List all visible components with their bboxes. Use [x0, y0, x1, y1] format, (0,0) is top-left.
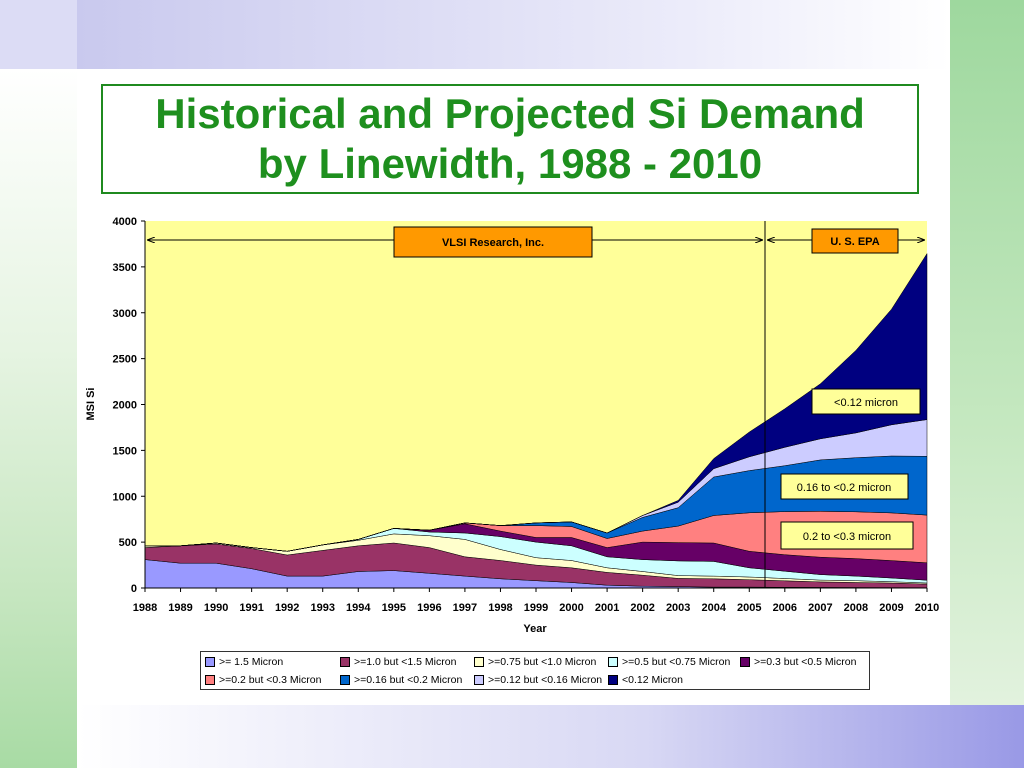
vlsi-source-box	[393, 226, 593, 258]
x-tick-label: 1998	[488, 602, 512, 614]
x-tick-label: 1988	[133, 602, 157, 614]
bottom-band	[77, 705, 1024, 768]
legend-label: >=1.0 but <1.5 Micron	[354, 656, 457, 668]
y-tick-label: 1500	[113, 445, 137, 457]
slide-title-line1: Historical and Projected Si Demand	[155, 90, 865, 137]
area-series-8	[145, 252, 928, 552]
legend-item: >=1.0 but <1.5 Micron	[340, 655, 456, 669]
x-tick-label: 1990	[204, 602, 228, 614]
top-band-accent	[77, 0, 950, 69]
x-tick-label: 2006	[773, 602, 797, 614]
y-tick-label: 3000	[113, 308, 137, 320]
left-stripe	[0, 69, 77, 768]
legend-item: <0.12 Micron	[608, 673, 683, 687]
legend-item: >=0.2 but <0.3 Micron	[205, 673, 321, 687]
y-tick-label: 2500	[113, 354, 137, 366]
legend-label: >=0.2 but <0.3 Micron	[219, 674, 322, 686]
right-stripe	[950, 0, 1024, 705]
label-box-016-02	[780, 473, 909, 500]
x-tick-label: 2005	[737, 602, 761, 614]
epa-source-box	[811, 228, 899, 254]
chart-legend: >= 1.5 Micron >=1.0 but <1.5 Micron >=0.75…	[200, 651, 870, 690]
x-tick-label: 1999	[524, 602, 548, 614]
y-tick-label: 4000	[113, 216, 137, 228]
legend-swatch	[608, 675, 618, 685]
legend-item: >= 1.5 Micron	[205, 655, 283, 669]
x-tick-label: 1996	[417, 602, 441, 614]
x-tick-label: 2008	[844, 602, 868, 614]
y-tick-label: 1000	[113, 491, 137, 503]
y-axis-title: MSI Si	[85, 387, 97, 420]
legend-item: >=0.3 but <0.5 Micron	[740, 655, 856, 669]
legend-swatch	[474, 675, 484, 685]
x-tick-label: 1994	[346, 602, 371, 614]
label-02-03: 0.2 to <0.3 micron	[803, 531, 891, 543]
legend-label: >=0.16 but <0.2 Micron	[354, 674, 463, 686]
legend-label: >= 1.5 Micron	[219, 656, 284, 668]
legend-swatch	[205, 657, 215, 667]
y-ticks: 0 500 1000 1500 2000 2500 3000 3500 4000	[113, 216, 145, 595]
x-tick-label: 1997	[453, 602, 477, 614]
label-016-02: 0.16 to <0.2 micron	[797, 482, 891, 494]
legend-item: >=0.75 but <1.0 Micron	[474, 655, 596, 669]
vlsi-source-label: VLSI Research, Inc.	[442, 237, 544, 249]
y-tick-label: 2000	[113, 400, 137, 412]
x-tick-label: 2010	[915, 602, 939, 614]
legend-swatch	[205, 675, 215, 685]
x-tick-label: 1992	[275, 602, 299, 614]
x-tick-label: 2004	[701, 602, 726, 614]
label-box-lt012	[811, 388, 921, 415]
area-series-group	[144, 252, 928, 589]
x-tick-label: 2002	[630, 602, 654, 614]
x-tick-label: 1993	[310, 602, 334, 614]
x-tick-label: 1989	[168, 602, 192, 614]
x-tick-label: 2001	[595, 602, 619, 614]
y-tick-label: 0	[131, 583, 137, 595]
top-left-block	[0, 0, 77, 69]
legend-label: >=0.3 but <0.5 Micron	[754, 656, 857, 668]
x-tick-label: 2003	[666, 602, 690, 614]
y-tick-label: 3500	[113, 262, 137, 274]
slide-title-box: Historical and Projected Si Demand by Li…	[101, 84, 919, 194]
x-tick-label: 1995	[382, 602, 406, 614]
legend-label: >=0.5 but <0.75 Micron	[622, 656, 731, 668]
legend-swatch	[340, 675, 350, 685]
legend-item: >=0.5 but <0.75 Micron	[608, 655, 730, 669]
epa-source-label: U. S. EPA	[830, 236, 879, 248]
legend-item: >=0.16 but <0.2 Micron	[340, 673, 462, 687]
x-axis-title: Year	[523, 623, 547, 635]
legend-label: >=0.75 but <1.0 Micron	[488, 656, 597, 668]
x-ticks: 1988 1989 1990 1991 1992 1993 1994 1995 1996 1997…	[133, 588, 939, 614]
legend-swatch	[340, 657, 350, 667]
x-tick-label: 2000	[559, 602, 583, 614]
legend-swatch	[740, 657, 750, 667]
x-tick-label: 1991	[239, 602, 263, 614]
label-lt012: <0.12 micron	[834, 397, 898, 409]
y-tick-label: 500	[119, 537, 137, 549]
legend-label: <0.12 Micron	[622, 674, 683, 686]
slide-title-line2: by Linewidth, 1988 - 2010	[257, 140, 763, 187]
legend-item: >=0.12 but <0.16 Micron	[474, 673, 602, 687]
x-tick-label: 2009	[879, 602, 903, 614]
label-box-02-03	[780, 521, 914, 550]
legend-label: >=0.12 but <0.16 Micron	[488, 674, 603, 686]
legend-swatch	[608, 657, 618, 667]
legend-swatch	[474, 657, 484, 667]
x-tick-label: 2007	[808, 602, 832, 614]
slide-title: Historical and Projected Si Demand by Li…	[155, 89, 865, 189]
